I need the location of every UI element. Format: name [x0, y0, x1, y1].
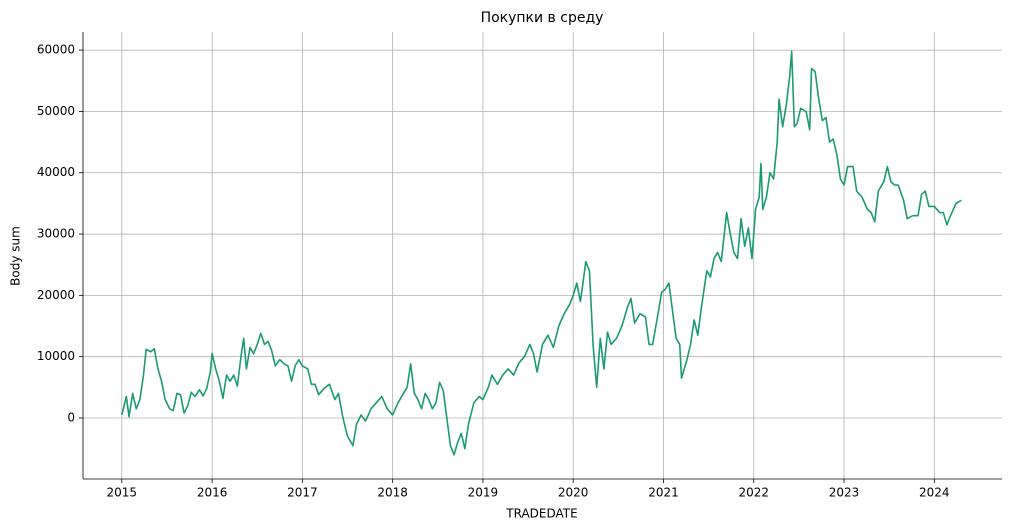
- y-tick-label: 20000: [37, 288, 75, 302]
- x-tick-label: 2023: [829, 486, 860, 500]
- y-tick-label: 10000: [37, 349, 75, 363]
- x-tick-label: 2020: [558, 486, 589, 500]
- y-tick-label: 50000: [37, 104, 75, 118]
- x-tick-label: 2017: [287, 486, 318, 500]
- x-tick-label: 2021: [648, 486, 679, 500]
- line-series: [121, 50, 962, 456]
- y-tick-label: 30000: [37, 227, 75, 241]
- y-tick-label: 0: [67, 410, 75, 424]
- y-axis-label: Body sum: [9, 226, 23, 286]
- y-tick-label: 40000: [37, 165, 75, 179]
- y-tick-label: 60000: [37, 43, 75, 57]
- x-tick-label: 2016: [197, 486, 228, 500]
- x-axis-label: TRADEDATE: [505, 507, 577, 521]
- x-tick-label: 2015: [107, 486, 138, 500]
- x-tick-label: 2019: [468, 486, 499, 500]
- x-tick-label: 2018: [377, 486, 408, 500]
- x-tick-label: 2024: [919, 486, 950, 500]
- x-tick-label: 2022: [738, 486, 769, 500]
- chart-title: Покупки в среду: [481, 10, 604, 26]
